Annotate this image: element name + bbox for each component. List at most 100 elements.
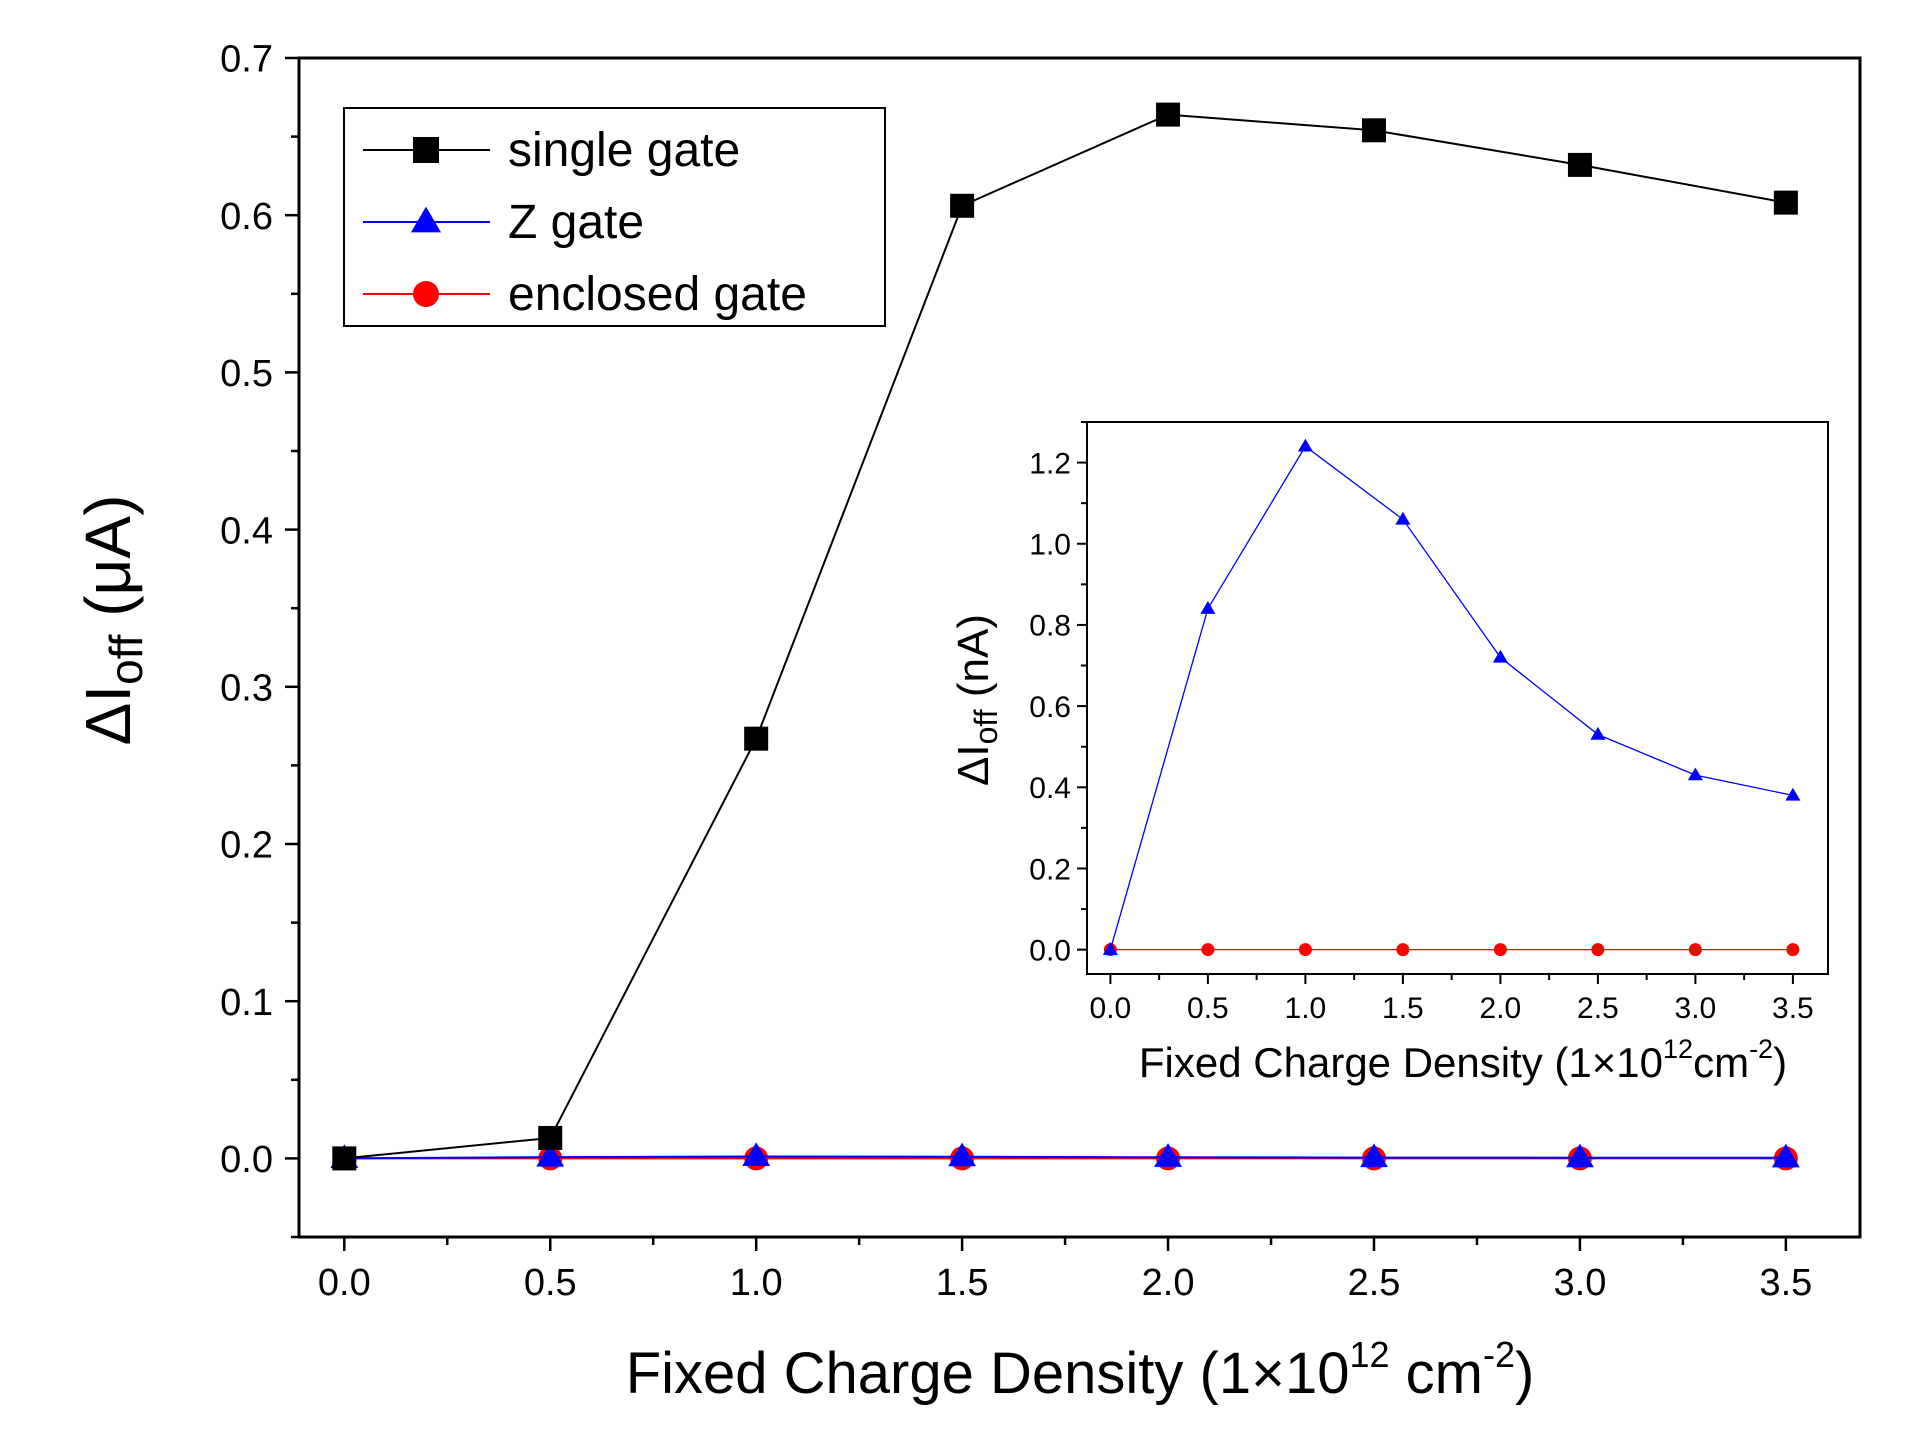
main-x-axis-label-prefix: Fixed Charge Density (1×10 — [626, 1341, 1350, 1406]
main-y-tick-label: 0.4 — [220, 510, 273, 552]
inset-data-point — [1297, 438, 1313, 452]
main-y-tick-label: 0.1 — [220, 982, 273, 1024]
inset-data-point — [1396, 943, 1410, 957]
main-data-point — [1361, 118, 1386, 143]
inset-y-tick-label: 0.6 — [1029, 691, 1071, 724]
main-x-tick-label: 3.0 — [1554, 1262, 1607, 1304]
main-y-axis-label: ΔIoff (μA) — [72, 495, 152, 746]
main-x-axis-label-sup: 12 — [1349, 1334, 1389, 1375]
inset-x-tick-label: 1.0 — [1285, 992, 1327, 1025]
main-x-axis-label-middle: cm — [1390, 1341, 1483, 1406]
inset-plot-frame — [1086, 421, 1829, 975]
main-data-point — [1567, 152, 1592, 177]
inset-x-axis-label-prefix: Fixed Charge Density (1×10 — [1139, 1039, 1663, 1086]
main-data-point — [536, 1142, 565, 1167]
main-x-tick-label: 0.5 — [524, 1262, 577, 1304]
inset-x-axis-label-sup2: -2 — [1749, 1034, 1773, 1064]
main-x-axis-label: Fixed Charge Density (1×1012 cm-2) — [626, 1334, 1535, 1406]
inset-data-point — [1298, 943, 1312, 957]
main-x-tick-label: 2.5 — [1348, 1262, 1401, 1304]
inset-y-tick-label: 0.4 — [1029, 772, 1071, 805]
legend-label: Z gate — [508, 196, 644, 249]
inset-x-axis-label-sup: 12 — [1663, 1034, 1693, 1064]
inset-data-point — [1785, 787, 1801, 801]
main-plot-frame — [297, 56, 1862, 1239]
inset-data-point — [1492, 649, 1508, 663]
legend-label: single gate — [508, 124, 740, 177]
main-data-point — [1771, 1143, 1800, 1168]
main-y-axis-label-main: I — [72, 685, 144, 703]
main-series-line — [344, 113, 1787, 1160]
main-data-point — [1360, 1143, 1388, 1168]
main-y-tick-label: 0.6 — [220, 196, 273, 238]
inset-series-z-gate — [1102, 438, 1801, 955]
main-x-tick-label: 1.5 — [936, 1262, 989, 1304]
inset-data-point — [1591, 943, 1605, 957]
main-y-tick-label: 0.5 — [220, 353, 273, 395]
legend-label: enclosed gate — [508, 268, 807, 321]
main-y-tick-label: 0.7 — [220, 39, 273, 81]
inset-background — [1087, 422, 1828, 974]
inset-y-axis-label-delta: Δ — [949, 757, 998, 786]
inset-y-axis-label-unit: (nA) — [949, 614, 998, 709]
main-y-axis-label-sub: off — [100, 634, 152, 685]
legend-marker — [413, 281, 439, 307]
main-data-point — [1566, 1143, 1594, 1168]
inset-data-point — [1201, 943, 1215, 957]
main-y-tick-label: 0.3 — [220, 667, 273, 709]
inset-x-tick-label: 3.0 — [1675, 992, 1717, 1025]
inset-y-tick-label: 1.0 — [1029, 529, 1071, 562]
inset-x-tick-label: 2.0 — [1480, 992, 1522, 1025]
inset-data-point — [1102, 941, 1118, 955]
legend-marker — [413, 137, 439, 163]
inset-y-tick-label: 0.2 — [1029, 853, 1071, 886]
inset-x-tick-label: 1.5 — [1382, 992, 1424, 1025]
main-x-tick-label: 0.0 — [318, 1262, 371, 1304]
main-x-tick-label: 3.5 — [1759, 1262, 1812, 1304]
inset-x-axis-label: Fixed Charge Density (1×1012cm-2) — [1139, 1034, 1787, 1086]
main-data-point — [1156, 102, 1181, 127]
main-y-tick-label: 0.2 — [220, 825, 273, 867]
inset-data-point — [1493, 943, 1507, 957]
inset-data-point — [1786, 943, 1800, 957]
inset-y-axis-label-main: I — [949, 744, 998, 756]
inset-data-point — [1200, 601, 1216, 614]
main-data-point — [742, 1142, 771, 1167]
inset-data-point — [1590, 726, 1606, 740]
inset-data-point — [1688, 943, 1702, 957]
main-x-tick-label: 2.0 — [1142, 1262, 1195, 1304]
inset-y-tick-label: 1.2 — [1029, 447, 1071, 480]
main-data-point — [1773, 190, 1798, 215]
main-y-axis-label-unit: (μA) — [72, 495, 144, 635]
inset-x-tick-label: 2.5 — [1577, 992, 1619, 1025]
inset-series-line — [1109, 445, 1794, 950]
main-series-line — [344, 1155, 1786, 1160]
inset-y-axis-label: ΔIoff (nA) — [949, 614, 1004, 786]
inset-plot: 0.0 0.5 1.0 1.5 2.0 2.5 3.0 3.5 0.0 0.2 0.4 0.6 0.8 1… — [1029, 421, 1829, 1025]
inset-y-tick-label: 0.8 — [1029, 610, 1071, 643]
inset-data-point — [1687, 767, 1703, 781]
main-data-point — [332, 1146, 357, 1171]
main-series-single-gate — [332, 102, 1798, 1171]
inset-x-tick-label: 3.5 — [1772, 992, 1814, 1025]
main-data-point — [744, 726, 769, 751]
main-y-tick-label: 0.0 — [220, 1139, 273, 1181]
legend-marker — [410, 206, 442, 233]
inset-data-point — [1395, 511, 1411, 525]
main-x-axis-label-sup2: -2 — [1483, 1334, 1515, 1375]
main-x-tick-label: 1.0 — [730, 1262, 783, 1304]
main-data-point — [950, 193, 975, 218]
legend-item: enclosed gate — [363, 268, 807, 321]
inset-y-tick-label: 0.0 — [1029, 934, 1071, 967]
main-data-point — [948, 1142, 977, 1167]
inset-y-axis-label-sub: off — [968, 709, 1004, 744]
inset-x-axis-label-suffix: ) — [1773, 1039, 1787, 1086]
main-y-axis-label-delta: Δ — [72, 703, 144, 746]
main-data-point — [1154, 1143, 1182, 1167]
inset-x-tick-label: 0.5 — [1187, 992, 1229, 1025]
main-data-point — [538, 1125, 563, 1150]
inset-x-axis-label-middle: cm — [1693, 1039, 1749, 1086]
legend-item: Z gate — [363, 196, 644, 249]
